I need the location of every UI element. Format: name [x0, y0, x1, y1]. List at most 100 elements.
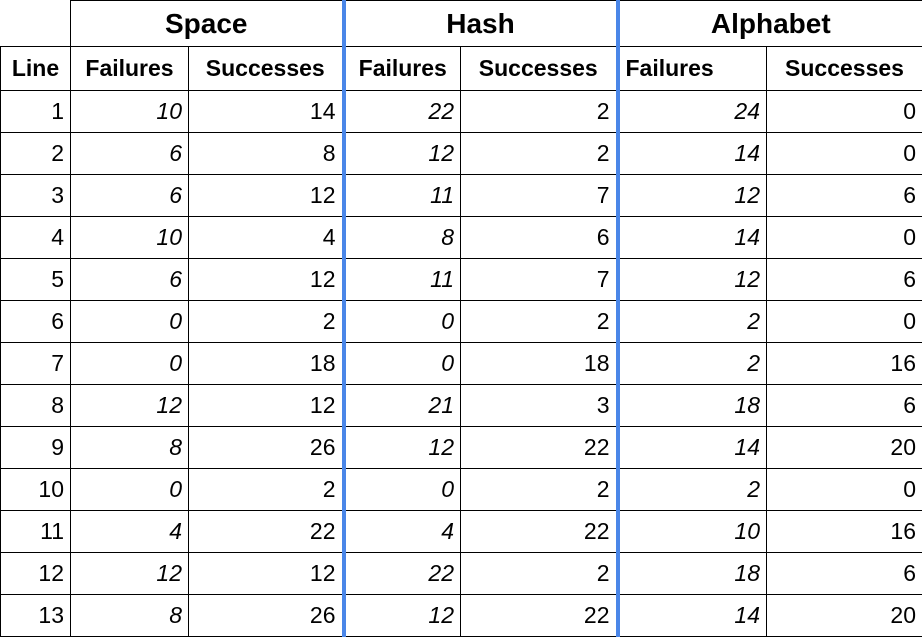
corner-cell	[0, 0, 71, 47]
cell-space-successes: 14	[188, 90, 346, 133]
cell-alphabet-failures: 14	[617, 426, 767, 469]
cell-line: 7	[0, 342, 71, 385]
cell-space-successes: 12	[188, 174, 346, 217]
col-header-space-failures: Failures	[70, 46, 189, 91]
cell-hash-successes: 7	[460, 174, 620, 217]
cell-space-failures: 10	[70, 90, 189, 133]
cell-hash-failures: 12	[343, 594, 461, 637]
table-row: 8 12 12 21 3 18 6	[0, 384, 922, 427]
cell-space-successes: 2	[188, 300, 346, 343]
cell-hash-failures: 8	[343, 216, 461, 259]
table-row: 5 6 12 11 7 12 6	[0, 258, 922, 301]
cell-alphabet-failures: 2	[617, 342, 767, 385]
cell-alphabet-failures: 18	[617, 552, 767, 595]
cell-alphabet-successes: 16	[766, 510, 922, 553]
cell-hash-successes: 2	[460, 552, 620, 595]
cell-line: 9	[0, 426, 71, 469]
table-row: 2 6 8 12 2 14 0	[0, 132, 922, 175]
col-header-line: Line	[0, 46, 71, 91]
cell-alphabet-failures: 12	[617, 258, 767, 301]
cell-alphabet-successes: 6	[766, 384, 922, 427]
cell-alphabet-failures: 24	[617, 90, 767, 133]
cell-hash-failures: 0	[343, 342, 461, 385]
cell-hash-successes: 18	[460, 342, 620, 385]
cell-space-successes: 26	[188, 426, 346, 469]
table-row: 10 0 2 0 2 2 0	[0, 468, 922, 511]
cell-hash-failures: 22	[343, 552, 461, 595]
cell-alphabet-successes: 20	[766, 594, 922, 637]
group-header-row: Space Hash Alphabet	[0, 0, 922, 47]
cell-hash-failures: 0	[343, 300, 461, 343]
cell-space-successes: 4	[188, 216, 346, 259]
cell-alphabet-successes: 6	[766, 552, 922, 595]
cell-alphabet-successes: 20	[766, 426, 922, 469]
group-header-space: Space	[70, 0, 346, 47]
col-header-space-successes: Successes	[188, 46, 346, 91]
cell-line: 5	[0, 258, 71, 301]
cell-space-successes: 12	[188, 384, 346, 427]
cell-alphabet-successes: 6	[766, 258, 922, 301]
cell-line: 13	[0, 594, 71, 637]
group-header-alphabet: Alphabet	[617, 0, 922, 47]
cell-alphabet-failures: 14	[617, 132, 767, 175]
col-header-alphabet-failures: Failures	[617, 46, 767, 91]
cell-alphabet-successes: 0	[766, 300, 922, 343]
cell-hash-failures: 11	[343, 174, 461, 217]
col-header-hash-successes: Successes	[460, 46, 620, 91]
cell-hash-successes: 6	[460, 216, 620, 259]
table-row: 4 10 4 8 6 14 0	[0, 216, 922, 259]
cell-space-successes: 26	[188, 594, 346, 637]
cell-hash-successes: 2	[460, 90, 620, 133]
cell-hash-successes: 2	[460, 132, 620, 175]
cell-hash-failures: 12	[343, 426, 461, 469]
cell-line: 6	[0, 300, 71, 343]
cell-alphabet-failures: 14	[617, 216, 767, 259]
cell-space-successes: 12	[188, 552, 346, 595]
cell-hash-successes: 7	[460, 258, 620, 301]
cell-space-failures: 0	[70, 342, 189, 385]
table-row: 11 4 22 4 22 10 16	[0, 510, 922, 553]
table-row: 3 6 12 11 7 12 6	[0, 174, 922, 217]
cell-space-successes: 2	[188, 468, 346, 511]
group-header-hash: Hash	[343, 0, 620, 47]
cell-hash-successes: 22	[460, 510, 620, 553]
cell-line: 11	[0, 510, 71, 553]
cell-hash-failures: 0	[343, 468, 461, 511]
cell-hash-successes: 22	[460, 426, 620, 469]
cell-space-failures: 0	[70, 300, 189, 343]
cell-alphabet-failures: 18	[617, 384, 767, 427]
cell-space-failures: 8	[70, 594, 189, 637]
table-row: 9 8 26 12 22 14 20	[0, 426, 922, 469]
cell-space-failures: 6	[70, 174, 189, 217]
cell-hash-successes: 2	[460, 300, 620, 343]
cell-space-failures: 12	[70, 552, 189, 595]
cell-space-failures: 10	[70, 216, 189, 259]
column-header-row: Line Failures Successes Failures Success…	[0, 46, 922, 91]
cell-line: 3	[0, 174, 71, 217]
cell-hash-failures: 21	[343, 384, 461, 427]
table-row: 13 8 26 12 22 14 20	[0, 594, 922, 637]
cell-hash-failures: 22	[343, 90, 461, 133]
cell-line: 8	[0, 384, 71, 427]
cell-hash-successes: 22	[460, 594, 620, 637]
cell-space-successes: 8	[188, 132, 346, 175]
cell-alphabet-failures: 2	[617, 300, 767, 343]
cell-alphabet-failures: 10	[617, 510, 767, 553]
cell-space-successes: 22	[188, 510, 346, 553]
cell-hash-failures: 4	[343, 510, 461, 553]
cell-alphabet-failures: 2	[617, 468, 767, 511]
cell-alphabet-successes: 0	[766, 132, 922, 175]
cell-hash-failures: 11	[343, 258, 461, 301]
table-body: 1 10 14 22 2 24 0 2 6 8 12 2 14 0 3 6 12 11 7 12 6 4 10 4 8 6 14 0 5…	[0, 90, 922, 637]
table-row: 12 12 12 22 2 18 6	[0, 552, 922, 595]
cell-space-failures: 4	[70, 510, 189, 553]
cell-hash-failures: 12	[343, 132, 461, 175]
table-row: 7 0 18 0 18 2 16	[0, 342, 922, 385]
cell-alphabet-successes: 16	[766, 342, 922, 385]
cell-space-failures: 0	[70, 468, 189, 511]
cell-line: 12	[0, 552, 71, 595]
col-header-alphabet-successes: Successes	[766, 46, 922, 91]
cell-alphabet-successes: 0	[766, 90, 922, 133]
